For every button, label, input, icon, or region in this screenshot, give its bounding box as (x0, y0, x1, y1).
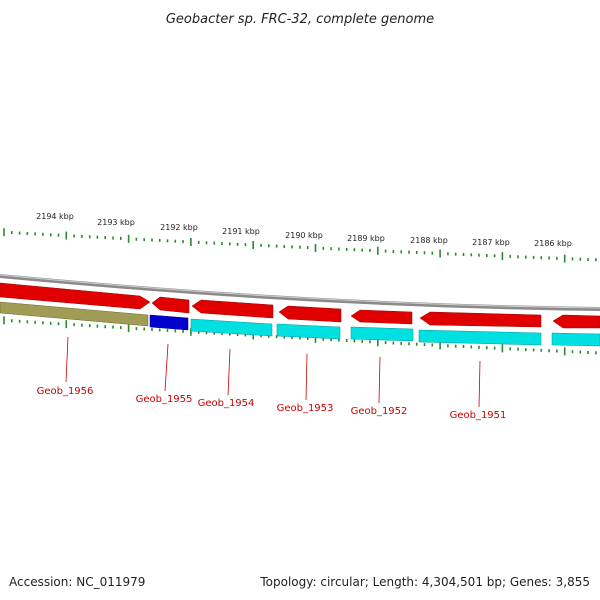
gene-label: Geob_1953 (277, 403, 334, 414)
ruler-ticks-outer (3, 228, 597, 263)
gene-geob-1951 (418, 329, 542, 346)
leader-line (305, 353, 308, 401)
ruler-label: 2190 kbp (285, 231, 323, 240)
ruler-label: 2187 kbp (472, 238, 510, 247)
gene-geob-1955 (149, 314, 189, 331)
ruler: 2194 kbp 2193 kbp 2192 kbp 2191 kbp 2190… (36, 212, 572, 248)
backbone-highlight (0, 274, 600, 309)
ruler-label: 2192 kbp (160, 223, 198, 232)
reverse-strand-genes (0, 301, 600, 347)
gene-label: Geob_1955 (136, 394, 193, 405)
forward-gene (278, 305, 342, 323)
leader-line (378, 356, 381, 404)
map-title: Geobacter sp. FRC-32, complete genome (166, 12, 434, 27)
forward-gene (350, 309, 413, 325)
ruler-label: 2193 kbp (97, 218, 135, 227)
ruler-label: 2189 kbp (347, 234, 385, 243)
gene-geob-1956 (0, 301, 149, 327)
forward-gene (0, 282, 151, 310)
forward-gene (419, 311, 542, 328)
ruler-label: 2186 kbp (534, 239, 572, 248)
accession-text: Accession: NC_011979 (9, 575, 145, 589)
ruler-label: 2188 kbp (410, 236, 448, 245)
genome-summary-text: Topology: circular; Length: 4,304,501 bp… (259, 575, 590, 589)
gene-label: Geob_1951 (450, 410, 507, 421)
gene-geob-1952 (350, 326, 414, 342)
backbone-track (0, 274, 600, 311)
forward-strand-genes (0, 282, 600, 329)
ruler-label: 2194 kbp (36, 212, 74, 221)
gene-geob-1954 (190, 318, 273, 337)
forward-gene (151, 296, 190, 314)
gene-label: Geob_1952 (351, 406, 408, 417)
leader-line (227, 348, 231, 396)
gene-label: Geob_1954 (198, 398, 255, 409)
forward-gene (552, 314, 600, 329)
ruler-label: 2191 kbp (222, 227, 260, 236)
forward-gene (191, 299, 274, 319)
gene-label: Geob_1956 (37, 386, 94, 397)
reverse-gene (551, 332, 600, 347)
gene-geob-1953 (276, 323, 341, 340)
leader-line (478, 360, 481, 408)
gene-labels: Geob_1956 Geob_1955 Geob_1954 Geob_1953 … (37, 336, 507, 421)
leader-line (65, 336, 69, 383)
leader-line (164, 343, 169, 392)
